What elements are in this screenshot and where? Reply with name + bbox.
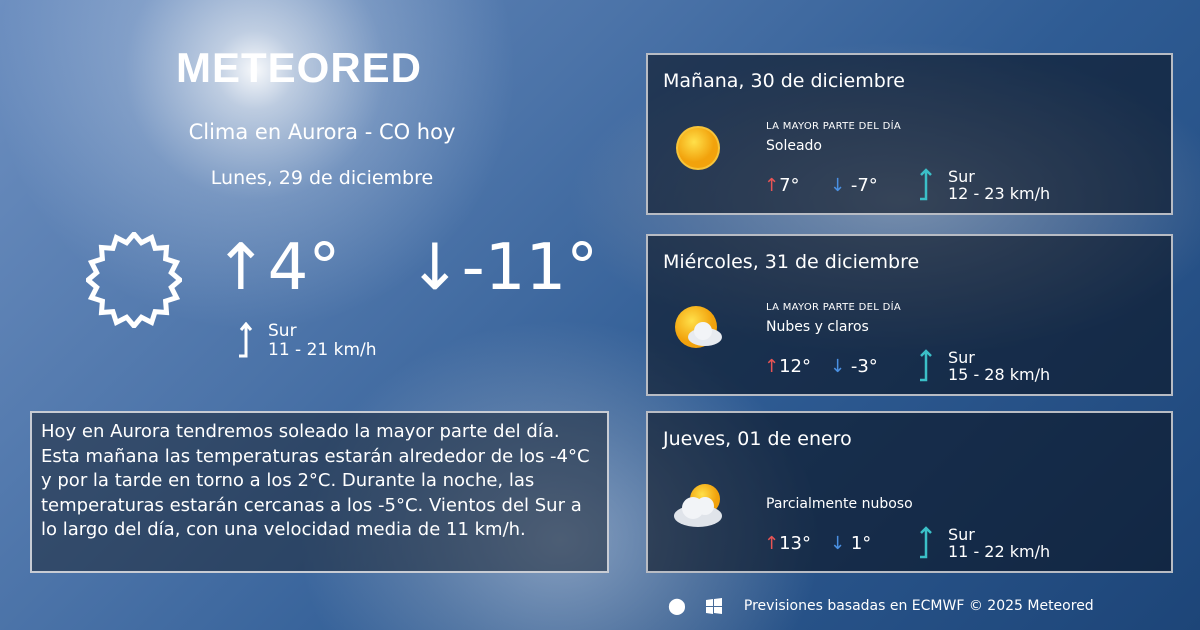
today-wind: Sur 11 - 21 km/h bbox=[236, 322, 377, 360]
max-temp: ↑12° bbox=[764, 356, 811, 377]
period-label: LA MAYOR PARTE DEL DÍA bbox=[766, 121, 901, 132]
forecast-card[interactable]: Jueves, 01 de enero Parcialmente nuboso … bbox=[646, 411, 1173, 573]
arrow-up-icon: ↑ bbox=[214, 231, 268, 305]
arrow-down-icon: ↓ bbox=[830, 356, 846, 377]
min-temp: ↓ 1° bbox=[830, 533, 872, 554]
forecast-day: Jueves, 01 de enero bbox=[663, 428, 852, 450]
wind-direction: Sur bbox=[948, 525, 975, 544]
wind-direction-icon bbox=[239, 322, 253, 358]
max-temp: ↑7° bbox=[764, 175, 800, 196]
footer-credit: Previsiones basadas en ECMWF © 2025 Mete… bbox=[743, 597, 1094, 614]
arrow-down-icon: ↓ bbox=[830, 175, 846, 196]
condition: Soleado bbox=[766, 138, 822, 154]
forecast-card[interactable]: Miércoles, 31 de diciembre LA MAYOR PART… bbox=[646, 234, 1173, 396]
condition: Nubes y claros bbox=[766, 319, 869, 335]
sun-icon bbox=[676, 126, 720, 170]
wind: Sur 11 - 22 km/h bbox=[918, 526, 1050, 560]
cloud-sun-icon bbox=[674, 484, 722, 527]
android-icon[interactable]: ⬤ bbox=[668, 596, 686, 615]
forecast-card[interactable]: Mañana, 30 de diciembre LA MAYOR PARTE D… bbox=[646, 53, 1173, 215]
wind-speed: 15 - 28 km/h bbox=[948, 365, 1051, 384]
meteored-logo: METEORED bbox=[176, 44, 423, 91]
max-temp: ↑13° bbox=[764, 533, 811, 554]
forecast-day: Miércoles, 31 de diciembre bbox=[663, 251, 920, 273]
wind-speed: 11 - 21 km/h bbox=[268, 340, 377, 360]
wind-direction: Sur bbox=[948, 167, 975, 186]
arrow-down-icon: ↓ bbox=[830, 533, 846, 554]
wind-speed: 12 - 23 km/h bbox=[948, 184, 1051, 203]
arrow-up-icon: ↑ bbox=[764, 175, 780, 196]
condition: Parcialmente nuboso bbox=[766, 496, 913, 512]
wind-direction: Sur bbox=[268, 321, 297, 341]
arrow-up-icon: ↑ bbox=[764, 356, 780, 377]
wind-direction-icon bbox=[920, 526, 932, 559]
sun-cloud-icon bbox=[675, 306, 722, 348]
min-temp: ↓ -7° bbox=[830, 175, 878, 196]
wind: Sur 12 - 23 km/h bbox=[918, 168, 1050, 202]
wind-direction: Sur bbox=[948, 348, 975, 367]
forecast-summary: Hoy en Aurora tendremos soleado la mayor… bbox=[30, 411, 609, 573]
footer: ⬤ Previsiones basadas en ECMWF © 2025 Me… bbox=[668, 596, 1094, 615]
today-max-temp: ↑4° bbox=[214, 231, 341, 305]
forecast-day: Mañana, 30 de diciembre bbox=[663, 70, 905, 92]
arrow-down-icon: ↓ bbox=[408, 231, 462, 305]
min-temp: ↓ -3° bbox=[830, 356, 878, 377]
wind-direction-icon bbox=[920, 168, 932, 201]
page-title: Clima en Aurora - CO hoy bbox=[188, 120, 456, 144]
wind-speed: 11 - 22 km/h bbox=[948, 542, 1051, 561]
period-label: LA MAYOR PARTE DEL DÍA bbox=[766, 302, 901, 313]
wind-direction-icon bbox=[920, 349, 932, 382]
arrow-up-icon: ↑ bbox=[764, 533, 780, 554]
windows-icon[interactable] bbox=[705, 597, 722, 614]
sun-outline-icon bbox=[86, 232, 182, 328]
today-min-temp: ↓-11° bbox=[408, 231, 599, 305]
wind: Sur 15 - 28 km/h bbox=[918, 349, 1050, 383]
current-date: Lunes, 29 de diciembre bbox=[210, 167, 434, 189]
